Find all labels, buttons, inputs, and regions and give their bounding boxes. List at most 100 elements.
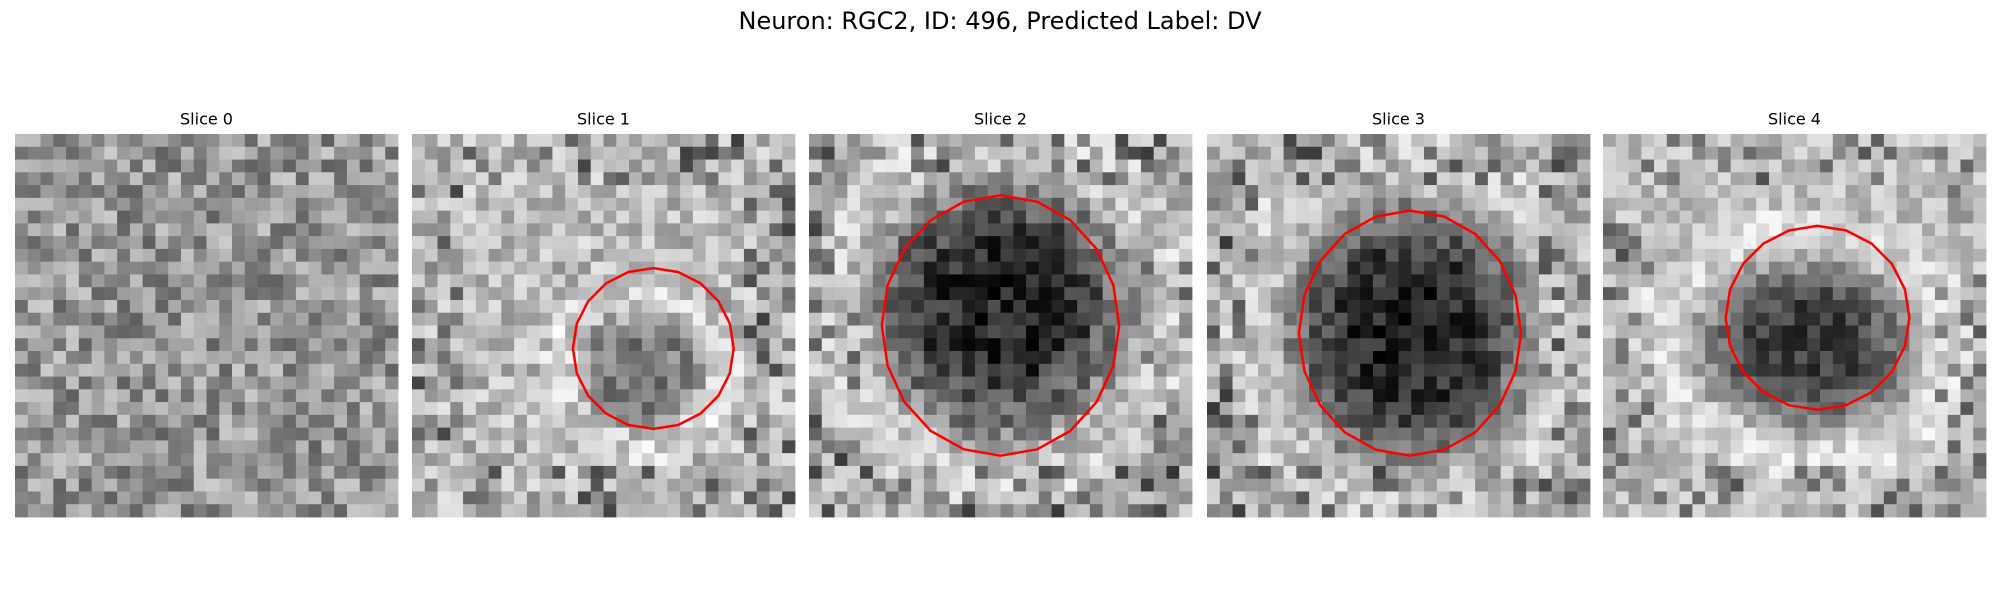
pixel [1973, 389, 1987, 403]
pixel [1128, 478, 1142, 492]
pixel [295, 146, 310, 160]
pixel [641, 236, 655, 250]
pixel [885, 159, 899, 173]
pixel [1385, 389, 1399, 403]
pixel [104, 376, 118, 390]
pixel [1296, 440, 1310, 454]
pixel [847, 287, 861, 301]
pixel [1102, 338, 1116, 352]
pixel [117, 223, 131, 237]
pixel [1449, 146, 1463, 160]
pixel [193, 325, 207, 339]
pixel [475, 299, 489, 314]
pixel [1462, 504, 1476, 518]
pixel [1140, 414, 1155, 429]
pixel [206, 299, 220, 314]
panel: Slice 3 [1207, 110, 1591, 518]
pixel [1909, 299, 1923, 314]
pixel [1077, 248, 1091, 263]
pixel [1026, 159, 1040, 173]
pixel [590, 504, 604, 518]
pixel [372, 376, 386, 390]
pixel [680, 197, 694, 211]
panel: Slice 2 [809, 110, 1193, 518]
pixel [1641, 312, 1655, 326]
pixel [1947, 299, 1961, 314]
pixel [142, 236, 156, 250]
pixel [488, 325, 502, 339]
pixel [1666, 453, 1680, 467]
pixel [450, 172, 464, 186]
pixel [1692, 261, 1706, 275]
pixel [1628, 248, 1642, 263]
pixel [1153, 427, 1167, 441]
pixel [180, 491, 195, 505]
pixel [1513, 491, 1527, 505]
pixel [1372, 236, 1387, 250]
pixel [1807, 351, 1821, 365]
pixel [1692, 402, 1706, 416]
pixel [911, 312, 925, 326]
pixel [1219, 338, 1233, 352]
pixel [962, 453, 976, 467]
pixel [437, 236, 451, 250]
pixel [1487, 146, 1502, 160]
pixel [1960, 172, 1974, 186]
pixel [705, 274, 719, 288]
pixel [1449, 274, 1463, 288]
pixel [1462, 287, 1476, 301]
pixel [1551, 363, 1565, 377]
pixel [923, 504, 938, 518]
pixel [424, 491, 438, 505]
pixel [1603, 172, 1617, 186]
pixel [1270, 197, 1284, 211]
pixel [488, 363, 502, 377]
pixel [129, 299, 144, 314]
pixel [1436, 134, 1450, 148]
pixel [1858, 274, 1872, 288]
pixel [667, 210, 681, 224]
pixel [1526, 236, 1540, 250]
pixel [321, 299, 335, 314]
pixel [475, 338, 489, 352]
pixel [821, 248, 835, 263]
pixel [1500, 351, 1514, 365]
pixel [1258, 402, 1272, 416]
pixel [590, 363, 604, 377]
pixel [1245, 478, 1259, 492]
pixel [142, 465, 156, 480]
pixel [1845, 172, 1859, 186]
pixel [974, 287, 989, 301]
pixel [885, 325, 899, 339]
pixel [1615, 414, 1629, 429]
pixel [283, 325, 297, 339]
pixel [1334, 146, 1348, 160]
pixel [155, 223, 169, 237]
pixel [1283, 465, 1297, 480]
pixel [885, 440, 899, 454]
pixel [1883, 210, 1898, 224]
pixel [1845, 414, 1859, 429]
pixel [1820, 465, 1834, 480]
pixel [129, 338, 144, 352]
pixel [1140, 197, 1155, 211]
pixel [488, 274, 502, 288]
pixel [616, 146, 630, 160]
pixel [654, 414, 668, 429]
pixel [514, 299, 528, 314]
pixel [40, 427, 54, 441]
pixel [1207, 376, 1221, 390]
pixel [705, 172, 719, 186]
pixel [1717, 210, 1732, 224]
pixel [667, 274, 681, 288]
pixel [1000, 261, 1014, 275]
pixel [206, 427, 220, 441]
pixel [949, 172, 963, 186]
pixel [40, 465, 54, 480]
pixel [1487, 453, 1502, 467]
pixel [1628, 146, 1642, 160]
pixel [1551, 325, 1565, 339]
pixel [974, 223, 989, 237]
pixel [180, 478, 195, 492]
pixel [1398, 287, 1412, 301]
